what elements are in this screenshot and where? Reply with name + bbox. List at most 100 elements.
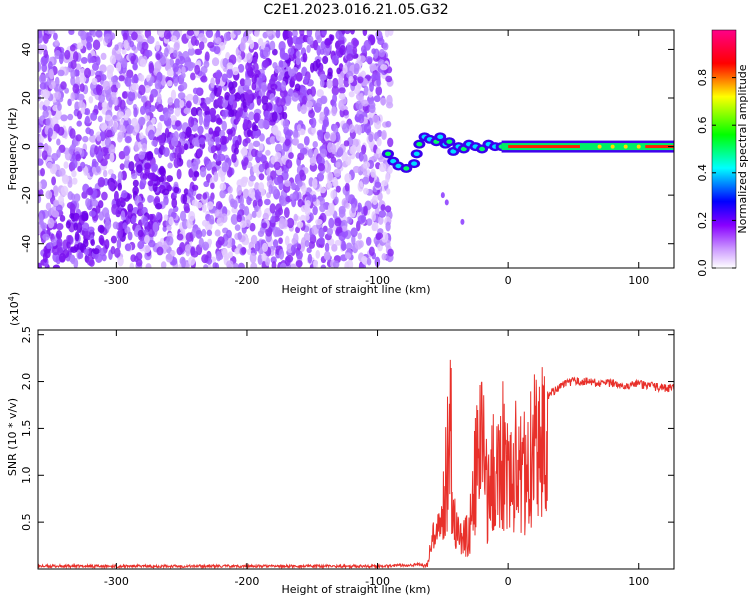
heatmap-cell [324, 38, 332, 46]
heatmap-cell [303, 75, 309, 84]
heatmap-cell [280, 97, 286, 107]
heatmap-cell [317, 237, 325, 245]
heatmap-cell [174, 107, 181, 117]
heatmap-cell [46, 77, 52, 86]
heatmap-cell [264, 110, 272, 120]
heatmap-cell [282, 218, 288, 228]
heatmap-cell [102, 169, 108, 178]
heatmap-cell [284, 130, 292, 141]
heatmap-cell [137, 202, 144, 210]
heatmap-cell [261, 242, 269, 253]
heatmap-cell [371, 48, 376, 55]
heatmap-cell [167, 97, 174, 106]
heatmap-cell [275, 152, 282, 159]
heatmap-cell [450, 149, 457, 154]
snr-ticks: -300 -200 -100 0 100 0.5 1.0 1.5 2.0 2.5 [20, 326, 674, 588]
heatmap-cell [344, 173, 352, 184]
heatmap-cell [319, 186, 327, 194]
heatmap-cell [282, 111, 288, 120]
heatmap-cell [331, 55, 339, 65]
heatmap-cell [190, 72, 196, 81]
heatmap-cell [154, 147, 160, 155]
heatmap-cell [371, 195, 378, 206]
heatmap-cell [250, 148, 258, 158]
heatmap-cell [163, 147, 170, 158]
heatmap-cell [241, 247, 247, 255]
heatmap-cell [203, 181, 210, 188]
heatmap-cell [324, 209, 333, 217]
heatmap-cell [304, 205, 311, 216]
heatmap-cell [210, 110, 216, 118]
heatmap-cell [94, 145, 99, 156]
heatmap-cell [100, 52, 107, 61]
heatmap-cell [374, 181, 382, 188]
heatmap-cell [214, 262, 220, 268]
heatmap-cell [194, 30, 200, 37]
heatmap-cell [376, 137, 382, 147]
heatmap-cell [104, 212, 110, 222]
heatmap-cell [259, 133, 265, 142]
heatmap-cell [251, 74, 257, 84]
heatmap-y-tick-label: 20 [20, 91, 33, 105]
heatmap-cell [302, 95, 308, 105]
heatmap-cell [168, 216, 174, 226]
heatmap-cell [229, 86, 236, 95]
heatmap-cell [144, 235, 150, 244]
heatmap-cell [127, 231, 133, 241]
heatmap-cell [293, 213, 298, 222]
heatmap-cell [97, 224, 105, 233]
heatmap-cell [86, 256, 95, 266]
heatmap-cell [623, 144, 628, 149]
heatmap-cell [372, 114, 380, 123]
heatmap-cell [380, 97, 387, 106]
heatmap-cell [180, 72, 186, 79]
heatmap-cell [285, 159, 293, 169]
heatmap-cell [248, 111, 255, 121]
heatmap-cell [81, 210, 89, 222]
heatmap-cell [56, 149, 61, 158]
heatmap-cell [164, 47, 169, 57]
heatmap-cell [242, 138, 249, 147]
heatmap-cell [386, 94, 393, 106]
heatmap-cell [316, 97, 323, 108]
heatmap-cell [261, 95, 269, 105]
heatmap-cell [77, 100, 85, 109]
heatmap-cell [221, 73, 228, 83]
figure-title: C2E1.2023.016.21.05.G32 [263, 2, 448, 18]
heatmap-cell [131, 173, 138, 180]
heatmap-cell [117, 134, 123, 143]
heatmap-cell [233, 30, 242, 36]
snr-y-tick-label: 0.5 [20, 513, 33, 531]
heatmap-cell [345, 191, 350, 201]
heatmap-cell [326, 227, 334, 236]
heatmap-cell [335, 131, 341, 143]
heatmap-cell [137, 240, 145, 250]
heatmap-cell [326, 79, 333, 89]
heatmap-cell [373, 153, 379, 161]
heatmap-cell [273, 176, 281, 186]
heatmap-cell [282, 30, 289, 39]
heatmap-cell [159, 165, 165, 175]
heatmap-cell [270, 170, 277, 180]
heatmap-cell [136, 164, 143, 174]
heatmap-cell [597, 144, 602, 149]
heatmap-cell [246, 195, 252, 206]
heatmap-cell [42, 251, 48, 263]
heatmap-cell [262, 212, 269, 221]
heatmap-cell [344, 30, 351, 35]
heatmap-cell [403, 166, 410, 171]
heatmap-cell [271, 111, 278, 122]
heatmap-cell [131, 117, 138, 127]
heatmap-cell [113, 96, 119, 107]
heatmap-cell [258, 163, 265, 173]
heatmap-cell [277, 74, 283, 82]
heatmap-cell [289, 193, 297, 200]
heatmap-cell [313, 259, 318, 268]
heatmap-cell [246, 52, 253, 64]
heatmap-cell [175, 98, 181, 109]
heatmap-cell [369, 81, 374, 92]
heatmap-cell [38, 148, 41, 160]
heatmap-cell [252, 62, 259, 73]
heatmap-cell [163, 214, 169, 221]
heatmap-cell [59, 214, 66, 222]
